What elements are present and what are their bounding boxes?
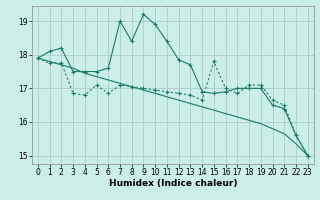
X-axis label: Humidex (Indice chaleur): Humidex (Indice chaleur) <box>108 179 237 188</box>
